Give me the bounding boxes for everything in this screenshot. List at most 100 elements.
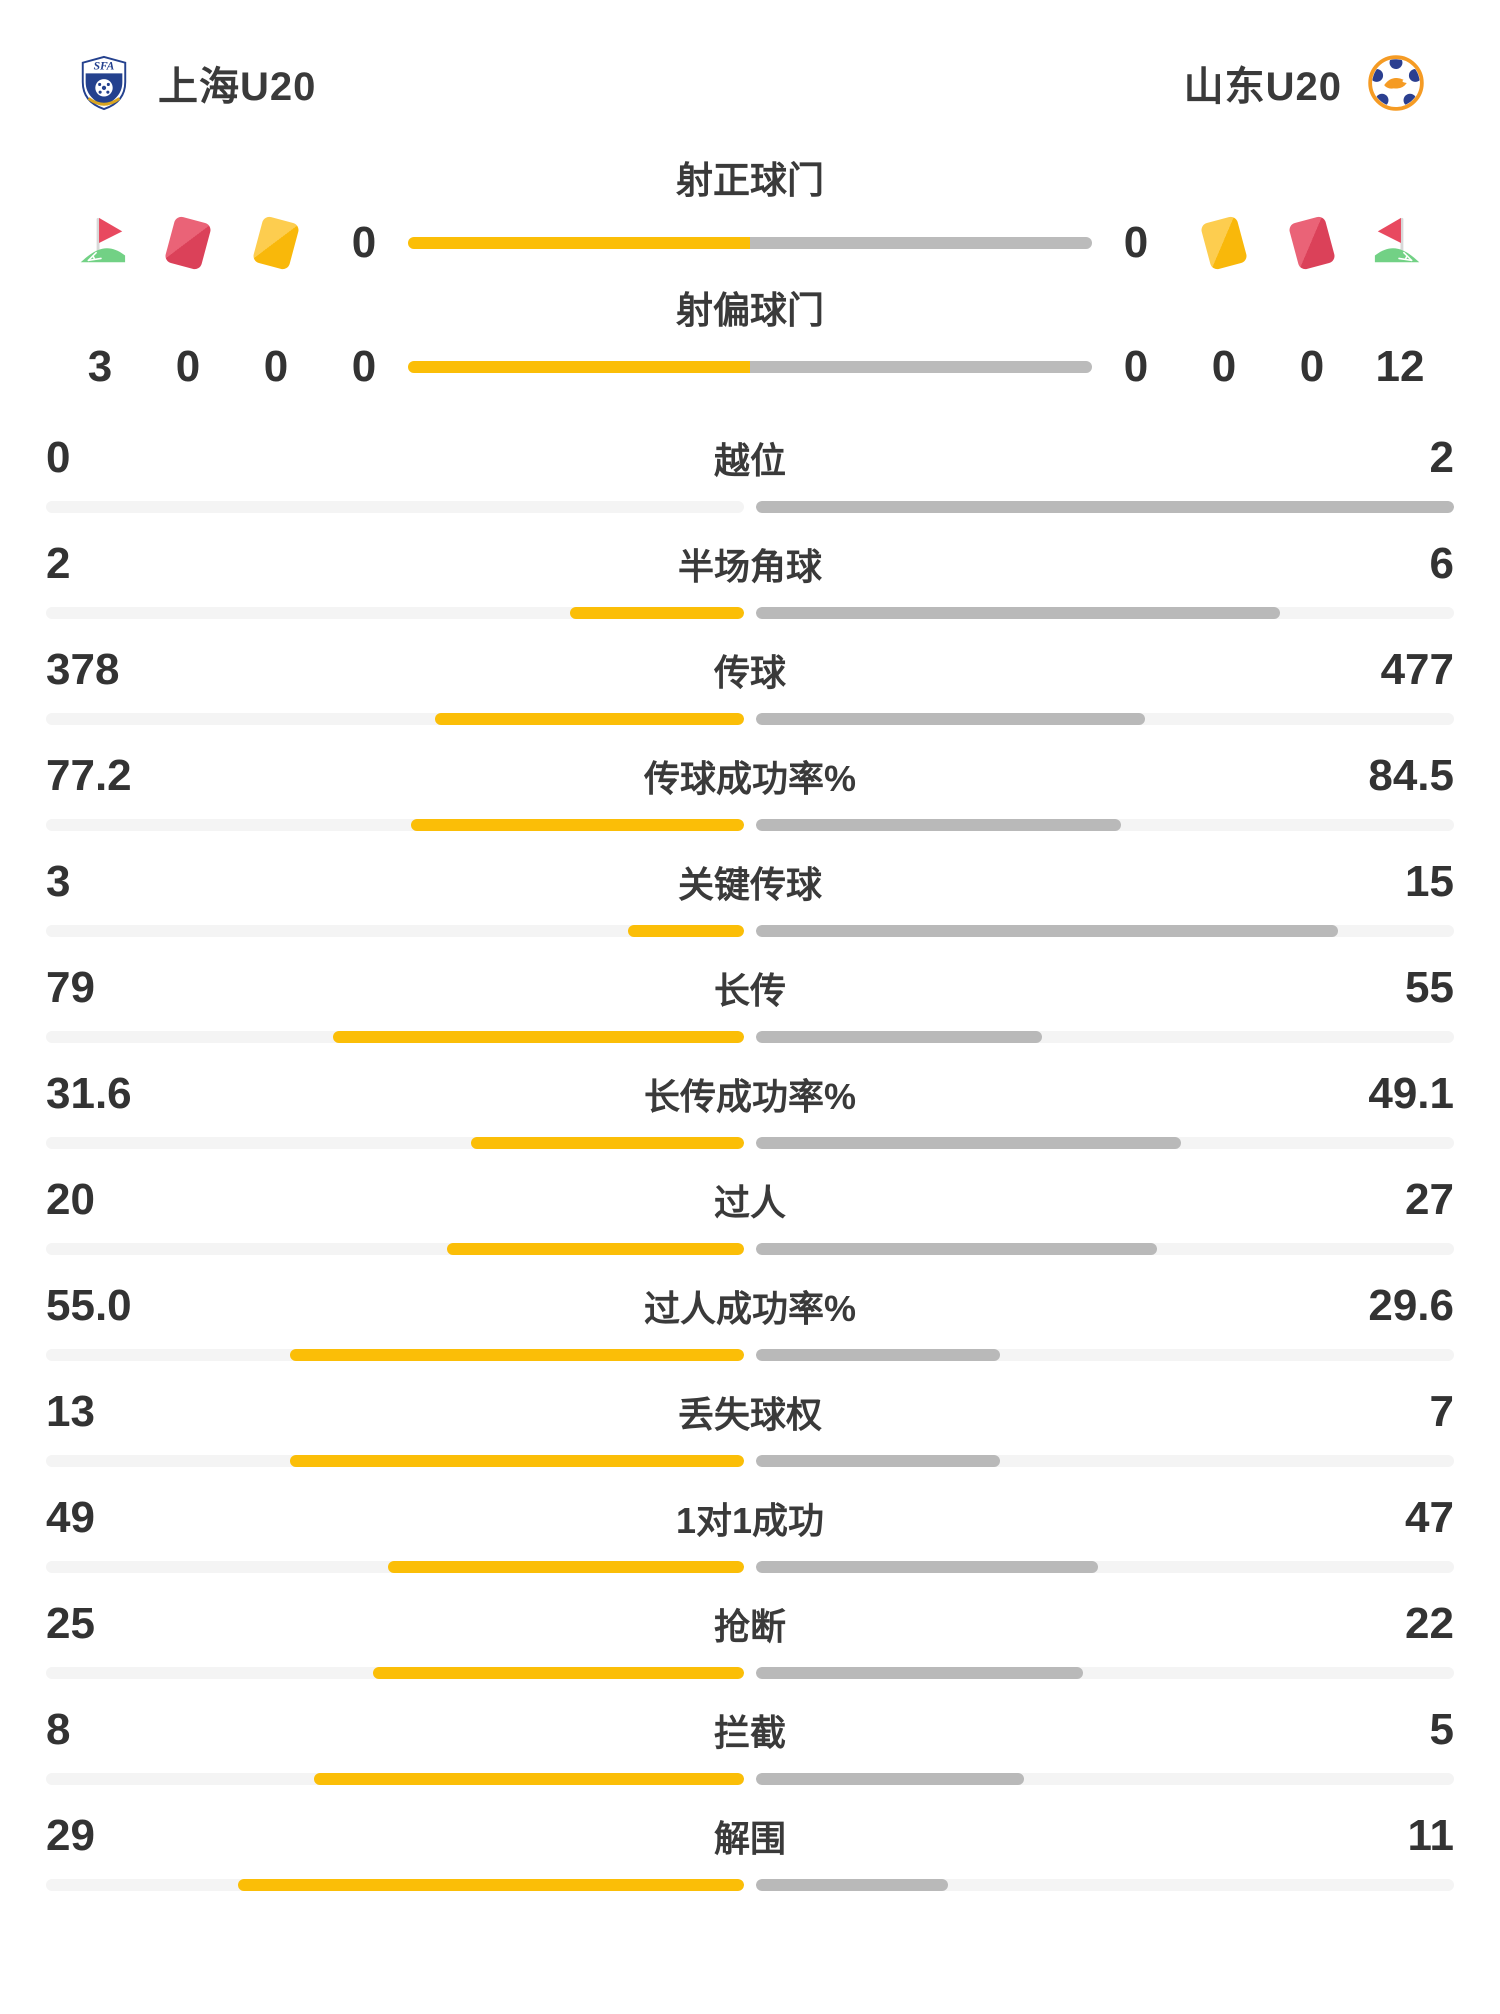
shots-off-target-home-value: 0 [351,342,377,391]
stat-away-track [756,1031,1454,1043]
stat-bar [46,713,1454,725]
stat-label: 抢断 [713,1606,786,1647]
stat-away-fill [756,607,1280,619]
stat-head: 29 解围 11 [46,1800,1454,1866]
stat-away-value: 477 [1380,645,1454,694]
stat-home-track [46,1667,744,1679]
stat-label: 传球 [713,652,786,693]
corner-flag-icon-home [72,212,128,274]
stat-label: 越位 [713,440,786,481]
away-team-name: 山东U20 [1183,65,1342,109]
stat-row: 3 关键传球 15 [0,846,1500,952]
home-yellow-card-count: 0 [263,342,289,391]
stat-home-value: 49 [46,1493,95,1542]
stat-home-value: 2 [46,539,71,588]
stat-label: 丢失球权 [677,1394,822,1435]
stat-home-track [46,1455,744,1467]
stat-row: 77.2 传球成功率% 84.5 [0,740,1500,846]
stat-head: 25 抢断 22 [46,1588,1454,1654]
stat-bar [46,1349,1454,1361]
stat-home-value: 25 [46,1599,95,1648]
stat-row: 25 抢断 22 [0,1588,1500,1694]
stat-away-fill [756,1243,1157,1255]
stat-home-value: 3 [46,857,71,906]
stat-home-fill [387,1561,744,1573]
stat-home-track [46,713,744,725]
stat-home-value: 55.0 [46,1281,132,1330]
stat-home-fill [290,1349,744,1361]
stat-away-track [756,1879,1454,1891]
stat-row: 29 解围 11 [0,1800,1500,1906]
stat-bar [46,1137,1454,1149]
stat-away-fill [756,1455,1001,1467]
stat-bar [46,1773,1454,1785]
stat-away-value: 29.6 [1368,1281,1454,1330]
corner-flag-icon-away [1372,212,1428,274]
stat-head: 55.0 过人成功率% 29.6 [46,1270,1454,1336]
stat-row: 2 半场角球 6 [0,528,1500,634]
stat-away-track [756,1349,1454,1361]
shots-off-target-away-value: 0 [1123,342,1149,391]
stat-label: 解围 [713,1818,786,1859]
stat-head: 49 1对1成功 47 [46,1482,1454,1548]
stat-row: 79 长传 55 [0,952,1500,1058]
stat-home-fill [372,1667,744,1679]
stat-away-value: 55 [1405,963,1454,1012]
stat-head: 2 半场角球 6 [46,528,1454,594]
shots-on-target-title: 射正球门 [676,160,824,201]
stat-away-fill [756,1879,948,1891]
stat-home-value: 13 [46,1387,95,1436]
stat-away-value: 49.1 [1368,1069,1454,1118]
stat-home-track [46,1137,744,1149]
yellow-card-icon-away [1196,212,1252,274]
stat-label: 关键传球 [677,864,822,905]
away-yellow-card-count: 0 [1211,342,1237,391]
stat-home-track [46,1879,744,1891]
stat-away-track [756,1243,1454,1255]
shots-off-target-title: 射偏球门 [676,290,824,331]
stat-home-fill [332,1031,744,1043]
stat-home-fill [290,1455,744,1467]
stat-label: 过人 [713,1182,786,1223]
shots-off-target-bar [408,361,1092,373]
stat-away-fill [756,1349,1001,1361]
stat-row: 49 1对1成功 47 [0,1482,1500,1588]
stat-head: 378 传球 477 [46,634,1454,700]
stat-head: 13 丢失球权 7 [46,1376,1454,1442]
shots-on-target-home-value: 0 [351,218,377,267]
stat-home-value: 79 [46,963,95,1012]
stat-away-value: 5 [1429,1705,1454,1754]
home-red-card-count: 0 [175,342,201,391]
header: SFA 上海U20 山东U20 [0,46,1500,120]
stat-label: 长传成功率% [643,1076,856,1117]
home-team: SFA 上海U20 [76,54,316,112]
stat-row: 0 越位 2 [0,422,1500,528]
stat-head: 77.2 传球成功率% 84.5 [46,740,1454,806]
stat-home-track [46,1561,744,1573]
stat-home-value: 0 [46,433,71,482]
stat-away-fill [756,1137,1181,1149]
away-team: 山东U20 [1184,54,1424,112]
stat-row: 8 拦截 5 [0,1694,1500,1800]
share-home-fill [408,237,750,249]
red-card-icon-home [160,212,216,274]
stat-label: 拦截 [713,1712,786,1753]
stat-label: 过人成功率% [643,1288,856,1329]
stat-home-fill [446,1243,744,1255]
stat-home-track [46,819,744,831]
home-team-badge-icon: SFA [76,55,132,111]
stat-bar [46,1031,1454,1043]
stat-home-track [46,925,744,937]
stat-bar [46,607,1454,619]
away-team-badge-icon [1368,55,1424,111]
home-team-name: 上海U20 [158,65,317,109]
stat-head: 79 长传 55 [46,952,1454,1018]
stat-bar [46,819,1454,831]
stat-away-track [756,501,1454,513]
stat-away-track [756,713,1454,725]
stat-away-fill [756,713,1146,725]
stat-head: 8 拦截 5 [46,1694,1454,1760]
stat-home-value: 20 [46,1175,95,1224]
stat-label: 1对1成功 [675,1500,825,1541]
stat-away-track [756,1667,1454,1679]
